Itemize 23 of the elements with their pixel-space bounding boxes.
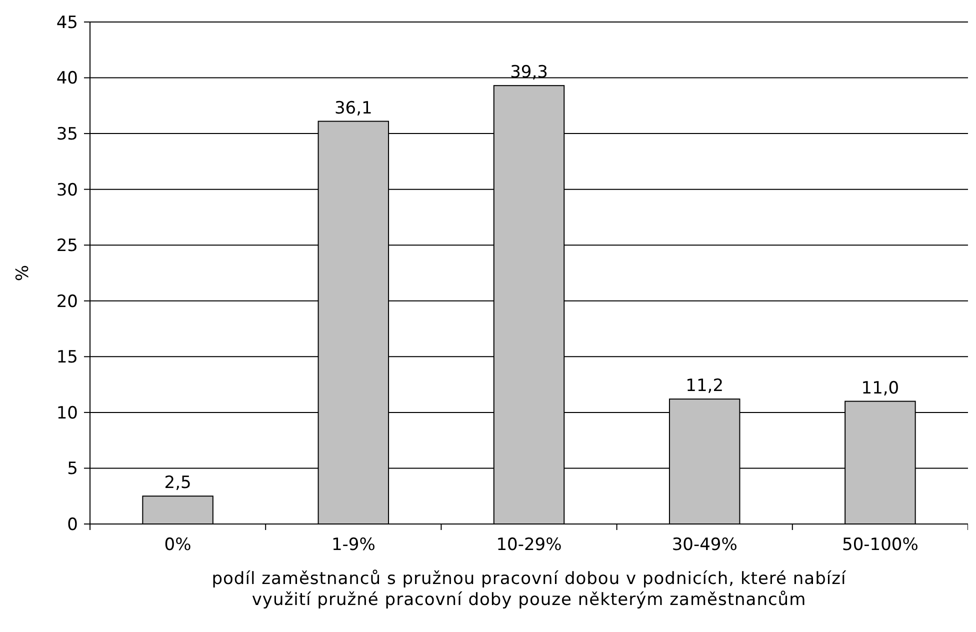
y-tick-label: 5 <box>67 459 78 480</box>
x-axis-title: podíl zaměstnanců s pružnou pracovní dobou v podnicích, které nabízí využití pružné pracovní doby pouze některým zaměstnancům <box>212 569 848 610</box>
x-tick-label: 30-49% <box>672 535 738 555</box>
y-tick-label: 40 <box>56 68 78 89</box>
y-tick-label: 15 <box>56 348 78 368</box>
y-tick-label: 25 <box>56 236 78 256</box>
x-tick-label: 10-29% <box>496 535 562 555</box>
y-axis-title: % <box>13 264 33 282</box>
y-tick-label: 20 <box>56 292 78 312</box>
y-tick-label: 35 <box>56 124 78 145</box>
data-label: 11,0 <box>861 378 900 398</box>
x-tick-label: 0% <box>164 535 192 555</box>
data-label: 2,5 <box>164 473 192 494</box>
bar <box>142 496 214 524</box>
data-label: 39,3 <box>510 62 548 83</box>
y-tick-label: 0 <box>67 514 78 535</box>
x-tick-label: 1-9% <box>331 535 376 555</box>
y-tick-label: 10 <box>56 403 78 424</box>
y-tick-label: 30 <box>56 180 78 200</box>
y-tick-label: 45 <box>56 12 78 33</box>
x-tick-label: 50-100% <box>842 535 918 555</box>
data-label: 36,1 <box>334 98 372 118</box>
data-label: 11,2 <box>686 376 724 396</box>
